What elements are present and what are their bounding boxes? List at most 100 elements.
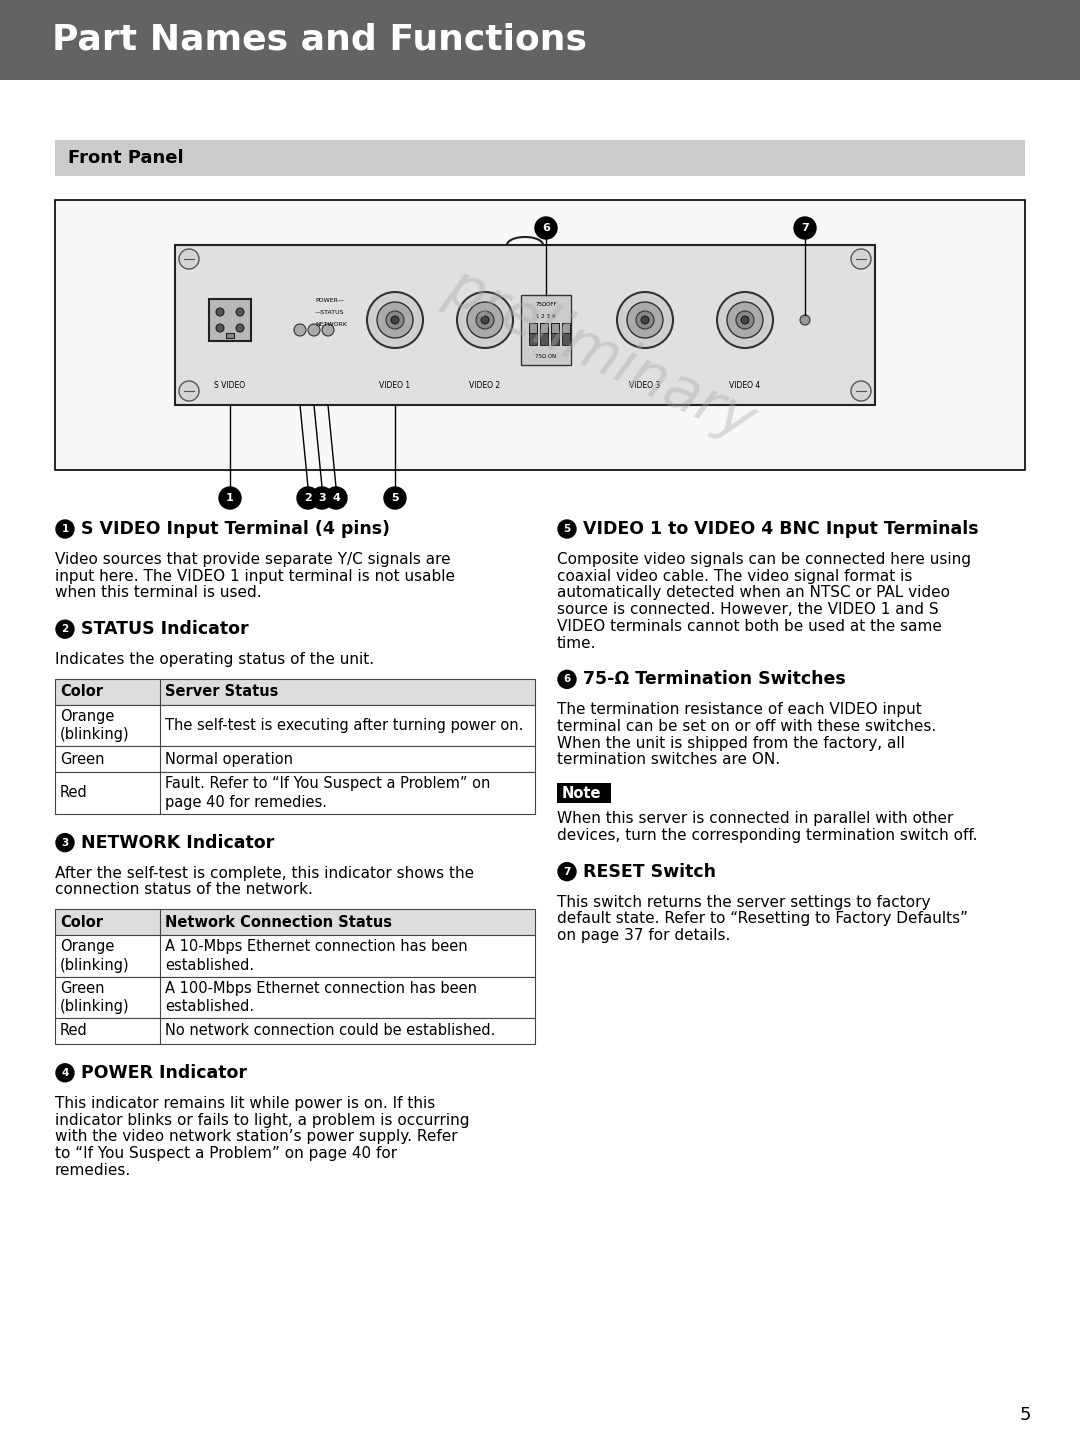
Text: Composite video signals can be connected here using: Composite video signals can be connected… xyxy=(557,552,971,566)
Bar xyxy=(226,333,234,339)
Text: Front Panel: Front Panel xyxy=(68,148,184,167)
Text: Red: Red xyxy=(60,1023,87,1039)
Text: 3: 3 xyxy=(62,837,69,847)
Text: VIDEO 2: VIDEO 2 xyxy=(470,380,500,389)
Text: VIDEO 4: VIDEO 4 xyxy=(729,380,760,389)
Text: Part Names and Functions: Part Names and Functions xyxy=(52,23,588,58)
Text: 5: 5 xyxy=(391,493,399,503)
Text: When this server is connected in parallel with other: When this server is connected in paralle… xyxy=(557,811,954,826)
Circle shape xyxy=(558,863,576,880)
Text: 1 2 3 4: 1 2 3 4 xyxy=(537,314,555,320)
Text: This indicator remains lit while power is on. If this: This indicator remains lit while power i… xyxy=(55,1095,435,1111)
Circle shape xyxy=(311,487,333,509)
Text: VIDEO terminals cannot both be used at the same: VIDEO terminals cannot both be used at t… xyxy=(557,618,942,634)
Text: Color: Color xyxy=(60,684,103,699)
Circle shape xyxy=(642,316,649,324)
Text: automatically detected when an NTSC or PAL video: automatically detected when an NTSC or P… xyxy=(557,585,950,601)
Text: 6: 6 xyxy=(564,674,570,684)
Circle shape xyxy=(741,316,750,324)
Bar xyxy=(540,323,548,333)
Text: connection status of the network.: connection status of the network. xyxy=(55,882,313,898)
Bar xyxy=(529,323,537,344)
Circle shape xyxy=(851,249,870,269)
Circle shape xyxy=(308,324,320,336)
Text: 2: 2 xyxy=(305,493,312,503)
Text: 4: 4 xyxy=(62,1068,69,1078)
Text: 5: 5 xyxy=(564,525,570,535)
Circle shape xyxy=(377,303,413,339)
Circle shape xyxy=(367,293,423,347)
Text: S VIDEO: S VIDEO xyxy=(215,380,245,389)
Circle shape xyxy=(467,303,503,339)
Text: 3: 3 xyxy=(319,493,326,503)
Text: 75-Ω Termination Switches: 75-Ω Termination Switches xyxy=(583,670,846,689)
Circle shape xyxy=(216,324,224,331)
Text: preliminary: preliminary xyxy=(436,258,764,451)
Text: A 10-Mbps Ethernet connection has been
established.: A 10-Mbps Ethernet connection has been e… xyxy=(165,940,468,973)
Text: No network connection could be established.: No network connection could be establish… xyxy=(165,1023,496,1039)
Text: devices, turn the corresponding termination switch off.: devices, turn the corresponding terminat… xyxy=(557,829,977,843)
Text: Network Connection Status: Network Connection Status xyxy=(165,915,392,929)
Circle shape xyxy=(735,311,754,329)
Text: remedies.: remedies. xyxy=(55,1163,132,1177)
Text: When the unit is shipped from the factory, all: When the unit is shipped from the factor… xyxy=(557,736,905,751)
Circle shape xyxy=(216,308,224,316)
Bar xyxy=(55,679,535,705)
Circle shape xyxy=(636,311,654,329)
Text: S VIDEO Input Terminal (4 pins): S VIDEO Input Terminal (4 pins) xyxy=(81,520,390,537)
Text: The self-test is executing after turning power on.: The self-test is executing after turning… xyxy=(165,718,524,733)
Circle shape xyxy=(627,303,663,339)
Text: Normal operation: Normal operation xyxy=(165,752,293,767)
Circle shape xyxy=(558,670,576,689)
Text: 1: 1 xyxy=(226,493,234,503)
Bar xyxy=(55,705,535,746)
Circle shape xyxy=(56,1063,75,1082)
Text: 6: 6 xyxy=(542,223,550,233)
Text: POWER—: POWER— xyxy=(315,297,345,303)
Bar xyxy=(529,323,537,333)
Text: Server Status: Server Status xyxy=(165,684,279,699)
Circle shape xyxy=(297,487,319,509)
Bar xyxy=(55,140,1025,176)
Bar xyxy=(55,772,535,814)
Bar xyxy=(55,746,535,772)
Text: Orange
(blinking): Orange (blinking) xyxy=(60,709,130,742)
Bar xyxy=(210,298,251,342)
Text: Green
(blinking): Green (blinking) xyxy=(60,980,130,1014)
Circle shape xyxy=(727,303,762,339)
Circle shape xyxy=(391,316,399,324)
Circle shape xyxy=(800,316,810,326)
Text: with the video network station’s power supply. Refer: with the video network station’s power s… xyxy=(55,1130,458,1144)
Text: This switch returns the server settings to factory: This switch returns the server settings … xyxy=(557,895,931,909)
Circle shape xyxy=(794,218,816,239)
Text: NETWORK Indicator: NETWORK Indicator xyxy=(81,834,274,852)
Text: 75Ω ON: 75Ω ON xyxy=(536,354,556,359)
Circle shape xyxy=(325,487,347,509)
Circle shape xyxy=(535,218,557,239)
Circle shape xyxy=(476,311,494,329)
Text: termination switches are ON.: termination switches are ON. xyxy=(557,752,780,768)
Circle shape xyxy=(219,487,241,509)
Circle shape xyxy=(179,249,199,269)
Text: Color: Color xyxy=(60,915,103,929)
Circle shape xyxy=(322,324,334,336)
Text: 4: 4 xyxy=(332,493,340,503)
Text: default state. Refer to “Resetting to Factory Defaults”: default state. Refer to “Resetting to Fa… xyxy=(557,911,968,927)
Circle shape xyxy=(237,308,244,316)
Circle shape xyxy=(851,380,870,401)
Text: input here. The VIDEO 1 input terminal is not usable: input here. The VIDEO 1 input terminal i… xyxy=(55,569,455,584)
Text: 2: 2 xyxy=(62,624,69,634)
Text: indicator blinks or fails to light, a problem is occurring: indicator blinks or fails to light, a pr… xyxy=(55,1112,470,1127)
Text: After the self-test is complete, this indicator shows the: After the self-test is complete, this in… xyxy=(55,866,474,880)
Text: terminal can be set on or off with these switches.: terminal can be set on or off with these… xyxy=(557,719,936,733)
Bar xyxy=(55,935,535,977)
Text: RESET Switch: RESET Switch xyxy=(583,863,716,880)
Text: VIDEO 1: VIDEO 1 xyxy=(379,380,410,389)
Bar xyxy=(521,295,571,365)
Circle shape xyxy=(617,293,673,347)
Circle shape xyxy=(717,293,773,347)
Circle shape xyxy=(481,316,489,324)
Bar xyxy=(551,323,559,333)
Text: Orange
(blinking): Orange (blinking) xyxy=(60,940,130,973)
Text: NETWORK: NETWORK xyxy=(315,321,347,327)
